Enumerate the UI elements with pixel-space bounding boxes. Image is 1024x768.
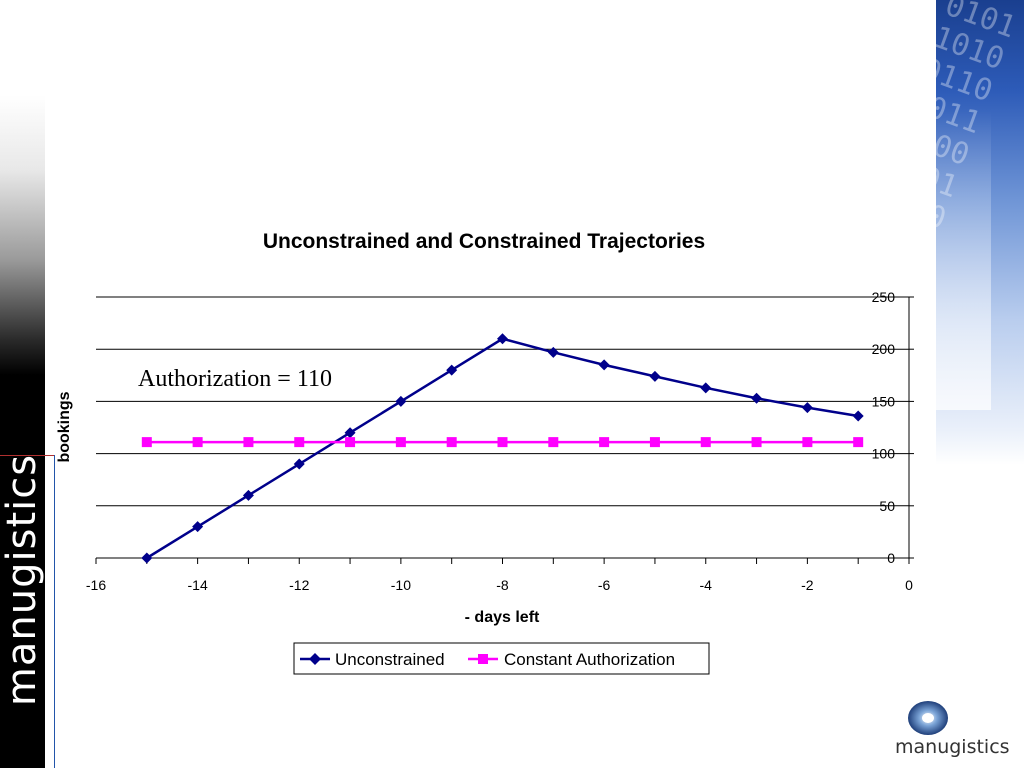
data-point-authorization [700,437,711,448]
data-point-authorization [853,437,864,448]
logo-swirl-icon [908,701,948,735]
data-point-unconstrained [700,382,712,394]
chart-title: Unconstrained and Constrained Trajectori… [263,230,705,253]
data-point-unconstrained [852,410,864,422]
data-point-unconstrained [801,402,813,414]
data-point-authorization [548,437,559,448]
data-point-unconstrained [395,395,407,407]
x-tick-label: -16 [86,577,106,593]
data-point-unconstrained [344,427,356,439]
data-point-authorization [395,437,406,448]
x-axis-title: - days left [465,609,540,626]
x-tick-label: -14 [188,577,208,593]
data-point-unconstrained [242,489,254,501]
legend-box [293,642,710,675]
x-tick-label: -10 [391,577,411,593]
data-point-authorization [294,437,305,448]
x-tick-label: -12 [289,577,309,593]
x-tick-label: 0 [905,577,913,593]
series [141,333,864,564]
legend: Unconstrained Constant Authorization [293,642,710,675]
data-point-authorization [141,437,152,448]
y-tick-label: 100 [872,446,896,462]
data-point-authorization [446,437,457,448]
x-tick-label: -6 [598,577,611,593]
data-point-authorization [192,437,203,448]
data-point-authorization [649,437,660,448]
data-point-unconstrained [649,370,661,382]
data-point-authorization [497,437,508,448]
data-point-authorization [802,437,813,448]
left-divider-line [0,455,55,456]
data-point-unconstrained [598,359,610,371]
authorization-annotation: Authorization = 110 [138,366,332,392]
left-blue-line [54,455,55,768]
y-tick-label: 50 [879,498,895,514]
y-tick-label: 150 [872,393,896,409]
legend-authorization-marker [478,654,488,664]
x-tick-label: -8 [496,577,509,593]
legend-unconstrained-label: Unconstrained [335,650,445,669]
data-point-unconstrained [446,364,458,376]
data-point-authorization [243,437,254,448]
data-point-unconstrained [547,346,559,358]
data-point-unconstrained [293,458,305,470]
left-strip-edge [45,95,55,768]
data-point-unconstrained [141,552,153,564]
manugistics-logo: manugistics [895,698,1010,758]
data-point-unconstrained [497,333,508,345]
y-axis-title: bookings [56,391,73,462]
legend-authorization-label: Constant Authorization [504,650,675,669]
right-panel-fade [936,110,991,410]
data-point-unconstrained [751,392,763,404]
x-tick-label: -2 [801,577,814,593]
data-point-authorization [599,437,610,448]
x-tick-label: -4 [700,577,713,593]
y-tick-label: 0 [887,550,895,566]
y-tick-label: 200 [872,341,896,357]
data-point-unconstrained [192,521,204,533]
legend-unconstrained-marker [309,653,321,665]
data-point-authorization [751,437,762,448]
axes: 0 50 100 150 200 250 -16 -14 -12 -10 -8 -6 -4 -2 0 [86,289,914,593]
logo-text: manugistics [895,736,1010,758]
y-tick-label: 250 [872,289,896,305]
data-point-authorization [345,437,356,448]
